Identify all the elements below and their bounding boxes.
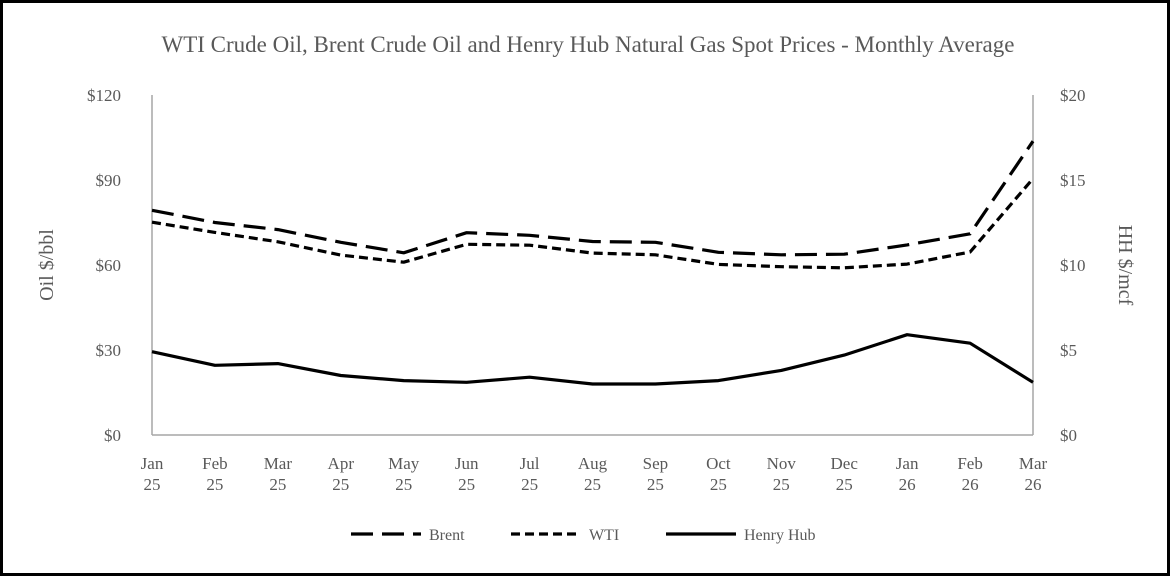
- x-tick-label-year: 26: [1025, 475, 1042, 494]
- x-tick-label-month: Jul: [520, 454, 540, 473]
- legend-label-henry-hub: Henry Hub: [744, 527, 816, 544]
- left-y-tick-label: $60: [96, 256, 122, 275]
- x-tick-label-month: Jun: [455, 454, 479, 473]
- legend-label-brent: Brent: [429, 527, 465, 544]
- x-tick-label-year: 25: [773, 475, 790, 494]
- x-tick-label-month: Sep: [643, 454, 669, 473]
- left-y-axis-title: Oil $/bbl: [36, 229, 58, 301]
- x-tick-label-month: Aug: [578, 454, 608, 473]
- series-line-brent: [151, 140, 1035, 257]
- right-y-tick-label: $20: [1060, 86, 1086, 105]
- left-y-tick-label: $90: [96, 171, 122, 190]
- x-tick-label-year: 25: [836, 475, 853, 494]
- series-line-henry-hub: [151, 333, 1034, 386]
- left-y-tick-label: $30: [96, 341, 122, 360]
- x-tick-label-year: 26: [899, 475, 916, 494]
- right-y-ticks: $0 $5 $10 $15 $20: [1060, 86, 1086, 445]
- left-y-tick-label: $0: [104, 426, 121, 445]
- x-tick-label-year: 25: [269, 475, 286, 494]
- right-y-tick-label: $5: [1060, 341, 1077, 360]
- series-line-wti: [151, 177, 1035, 270]
- x-tick-label-month: Dec: [831, 454, 859, 473]
- x-tick-label-month: Feb: [957, 454, 983, 473]
- x-tick-label-year: 25: [206, 475, 223, 494]
- x-tick-label-month: Mar: [1019, 454, 1048, 473]
- x-tick-label-year: 25: [144, 475, 161, 494]
- right-y-tick-label: $15: [1060, 171, 1086, 190]
- x-tick-label-month: Apr: [328, 454, 355, 473]
- x-tick-label-year: 25: [521, 475, 538, 494]
- left-y-tick-label: $120: [87, 86, 121, 105]
- x-tick-label-month: Jan: [141, 454, 164, 473]
- x-tick-label-month: Jan: [896, 454, 919, 473]
- x-tick-label-year: 25: [458, 475, 475, 494]
- legend-label-wti: WTI: [589, 527, 619, 544]
- x-tick-label-year: 25: [395, 475, 412, 494]
- chart-svg: WTI Crude Oil, Brent Crude Oil and Henry…: [36, 32, 1136, 544]
- x-tick-label-month: Oct: [706, 454, 731, 473]
- legend: Brent WTI Henry Hub: [351, 527, 816, 544]
- x-tick-label-year: 25: [332, 475, 349, 494]
- x-tick-label-month: Nov: [767, 454, 797, 473]
- x-tick-label-month: Feb: [202, 454, 228, 473]
- series-group: [151, 140, 1035, 386]
- x-tick-label-year: 25: [647, 475, 664, 494]
- x-tick-label-month: May: [388, 454, 420, 473]
- x-tick-label-year: 26: [962, 475, 979, 494]
- x-tick-label-year: 25: [584, 475, 601, 494]
- x-tick-label-year: 25: [710, 475, 727, 494]
- chart-title: WTI Crude Oil, Brent Crude Oil and Henry…: [162, 32, 1015, 57]
- left-y-ticks: $0 $30 $60 $90 $120: [87, 86, 121, 445]
- right-y-tick-label: $0: [1060, 426, 1077, 445]
- x-axis-ticks: Jan 25 Feb 25 Mar 25 Apr 25 May 25 Jun 25 Jul 25 Aug 25…: [141, 454, 1048, 494]
- right-y-axis-title: HH $/mcf: [1114, 225, 1136, 306]
- x-tick-label-month: Mar: [264, 454, 293, 473]
- right-y-tick-label: $10: [1060, 256, 1086, 275]
